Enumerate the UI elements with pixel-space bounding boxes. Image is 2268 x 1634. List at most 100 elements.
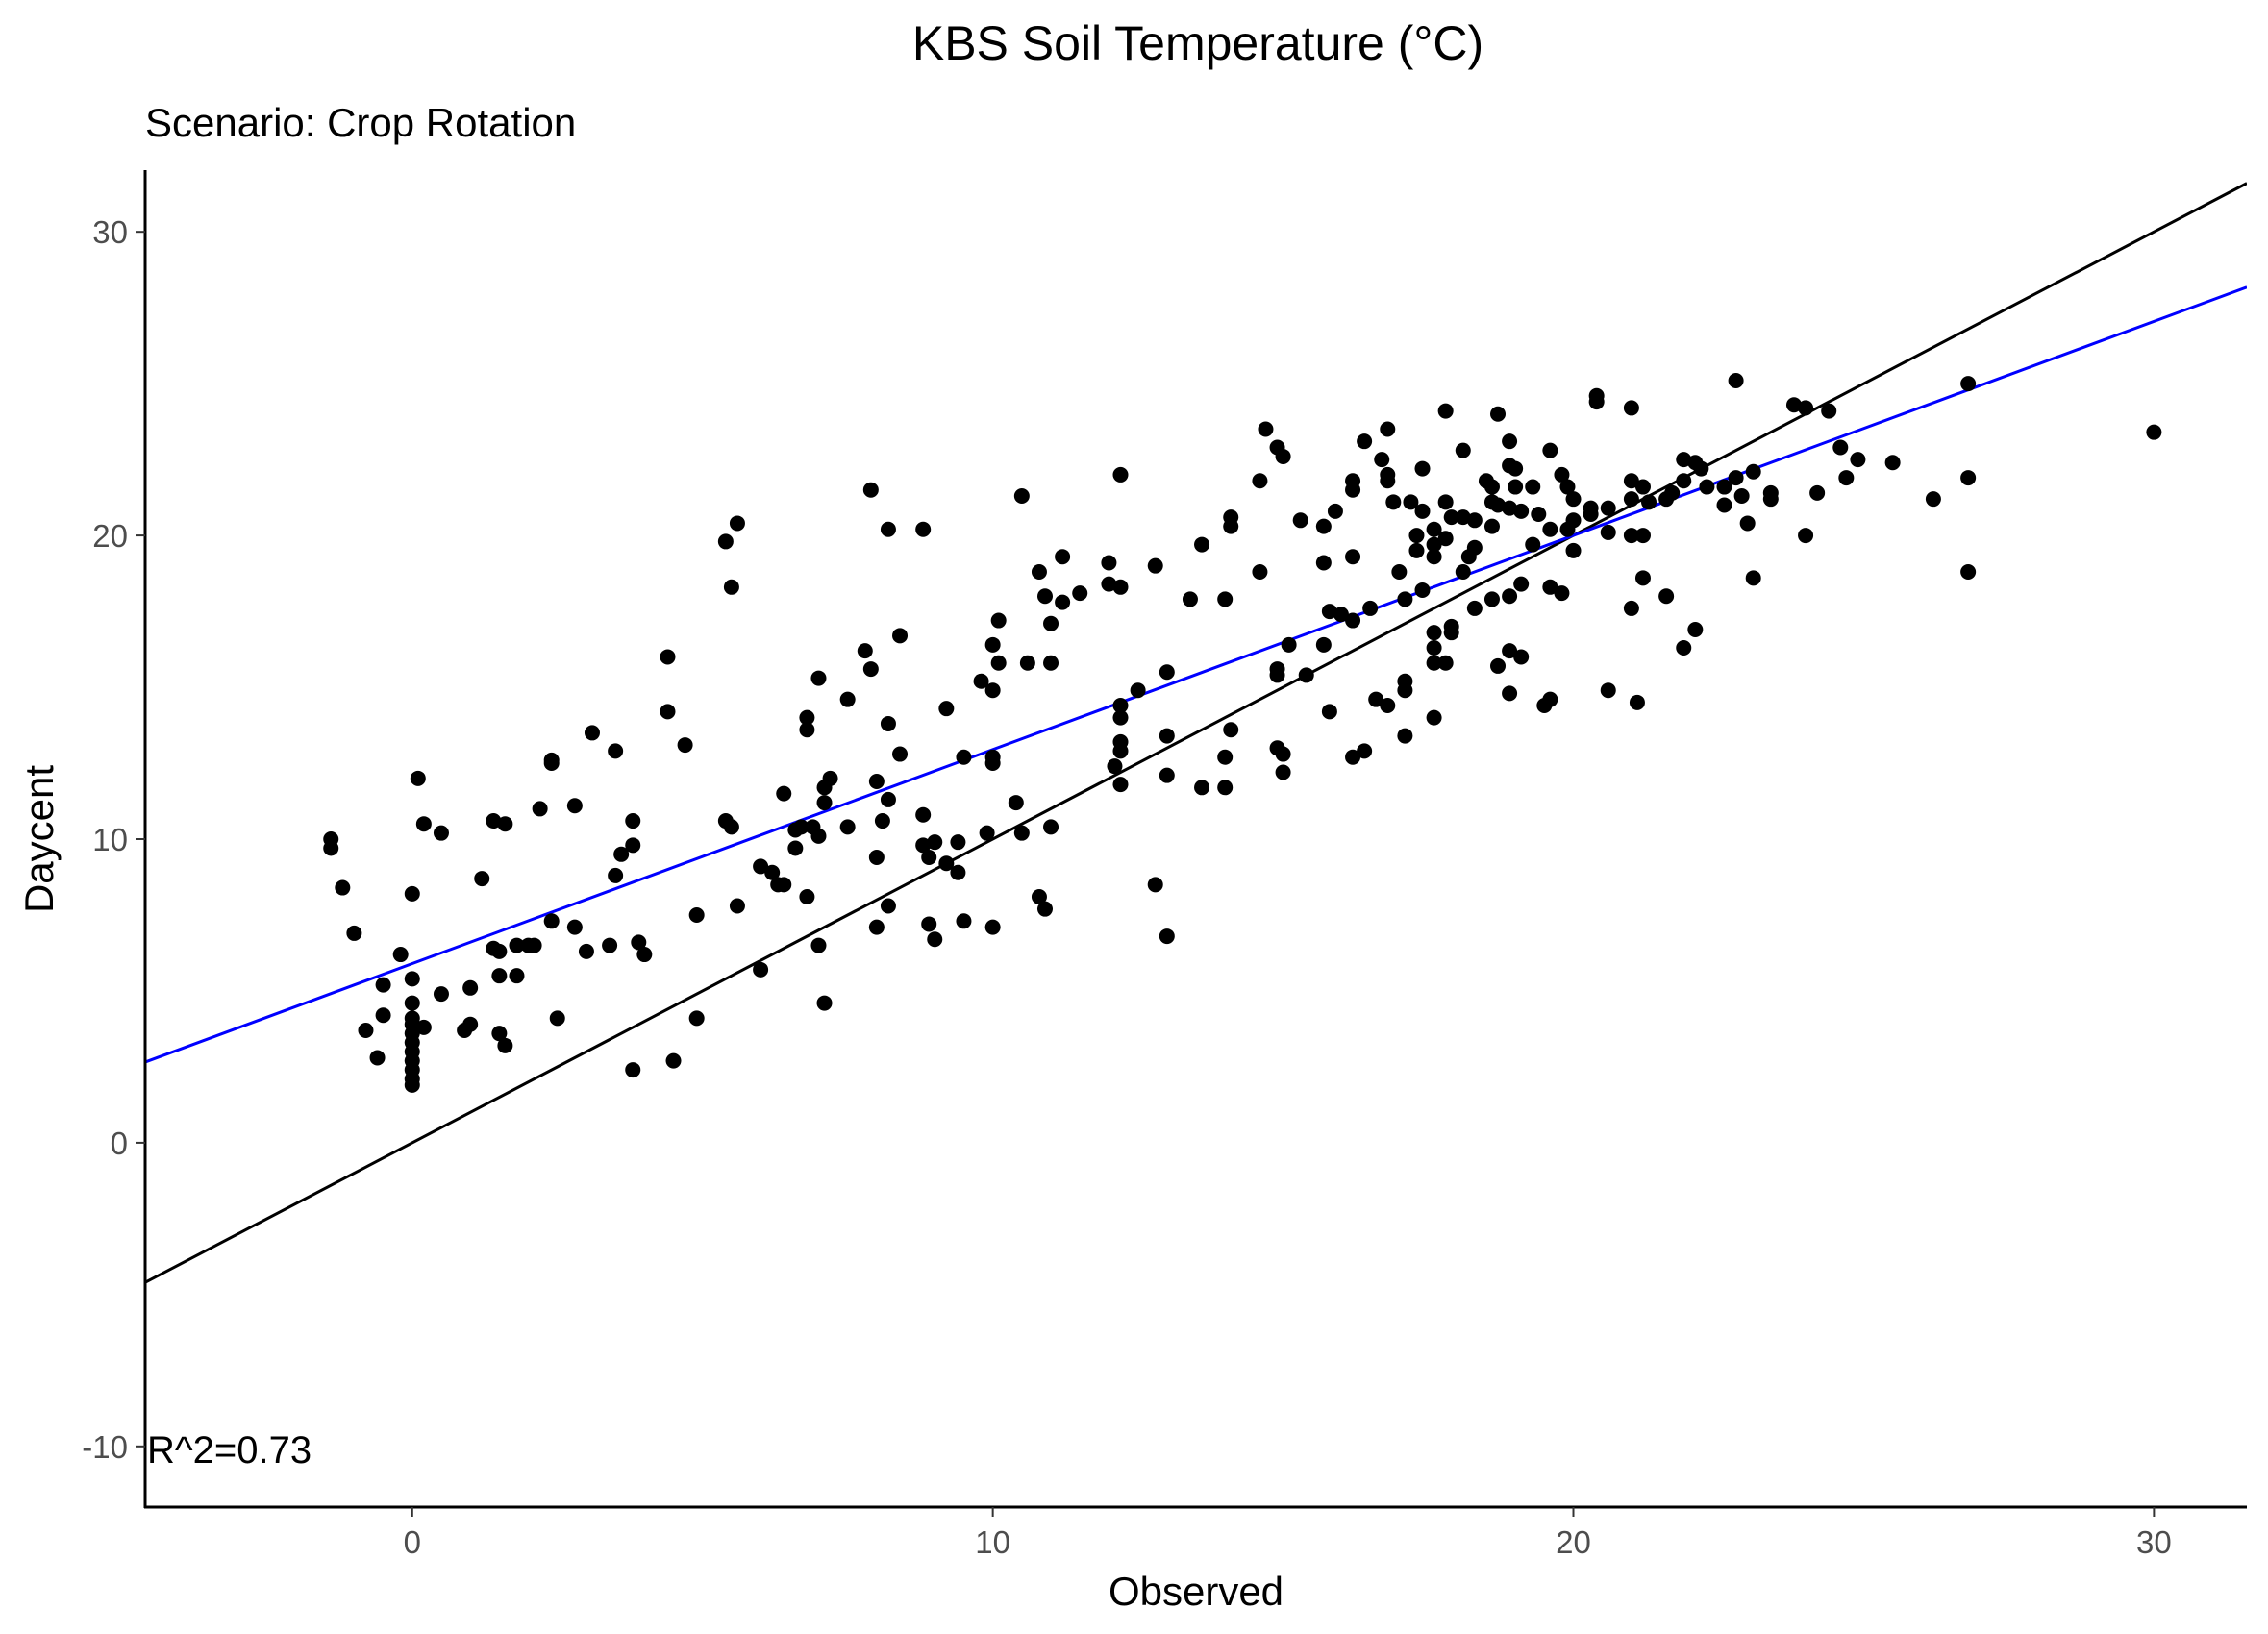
- data-point: [1554, 585, 1570, 602]
- data-point: [990, 612, 1007, 629]
- data-point: [1623, 400, 1639, 416]
- data-point: [1380, 421, 1396, 437]
- reference-lines: [146, 182, 2247, 1284]
- data-point: [1252, 473, 1268, 489]
- data-point: [1676, 473, 1692, 489]
- data-point: [323, 840, 339, 856]
- data-point: [1426, 536, 1442, 553]
- data-point: [1716, 497, 1732, 513]
- data-point: [602, 937, 618, 953]
- data-point: [927, 931, 943, 948]
- data-point: [1658, 588, 1675, 605]
- data-point: [1408, 528, 1425, 544]
- data-point: [1664, 484, 1681, 501]
- y-tick-label: 30: [92, 214, 128, 250]
- data-point: [608, 867, 624, 883]
- data-point: [1634, 479, 1651, 495]
- y-axis-label: Daycent: [16, 765, 62, 913]
- data-point: [1159, 767, 1175, 783]
- data-point: [497, 816, 513, 832]
- data-point: [415, 816, 432, 832]
- data-point: [1542, 579, 1558, 595]
- data-point: [1676, 452, 1692, 468]
- data-point: [1043, 819, 1059, 835]
- data-point: [1362, 600, 1379, 616]
- data-point: [1426, 639, 1442, 656]
- data-point: [1368, 691, 1384, 707]
- data-point: [921, 916, 937, 932]
- data-point: [1437, 494, 1454, 510]
- data-point: [764, 864, 781, 880]
- data-point: [1762, 491, 1779, 508]
- data-point: [613, 846, 630, 862]
- data-point: [927, 834, 943, 851]
- data-point: [1031, 889, 1047, 905]
- data-point: [410, 770, 426, 786]
- data-point: [1397, 682, 1413, 699]
- data-point: [1508, 479, 1524, 495]
- data-point: [1850, 452, 1866, 468]
- data-point: [1112, 698, 1129, 713]
- data-point: [1013, 825, 1030, 841]
- data-point: [1466, 512, 1483, 529]
- x-axis-label: Observed: [1109, 1569, 1284, 1614]
- data-point: [880, 791, 896, 807]
- data-point: [1159, 664, 1175, 681]
- data-point: [956, 913, 972, 929]
- regression-line: [146, 285, 2247, 1064]
- data-point: [868, 919, 885, 935]
- data-point: [1333, 607, 1349, 623]
- data-point: [1554, 466, 1570, 483]
- data-point: [608, 743, 624, 759]
- data-point: [1542, 442, 1558, 458]
- x-tick-label: 0: [404, 1524, 421, 1560]
- data-point: [1525, 536, 1541, 553]
- data-point: [799, 722, 815, 738]
- data-point: [1502, 433, 1518, 450]
- data-point: [862, 661, 879, 678]
- data-point: [1380, 698, 1396, 713]
- data-point: [375, 977, 391, 993]
- data-point: [1223, 518, 1239, 534]
- data-point: [1414, 582, 1431, 598]
- data-point: [1466, 539, 1483, 556]
- data-point: [1600, 524, 1616, 540]
- data-point: [921, 849, 937, 865]
- data-point: [1925, 491, 1941, 508]
- data-point: [1036, 901, 1053, 917]
- data-point: [984, 755, 1001, 772]
- data-point: [1728, 470, 1744, 486]
- data-point: [729, 515, 745, 532]
- data-point: [532, 801, 548, 817]
- data-point: [1374, 452, 1390, 468]
- data-point: [1502, 685, 1518, 702]
- r-squared-annotation: R^2=0.73: [147, 1429, 312, 1472]
- data-point: [1315, 518, 1332, 534]
- data-point: [1217, 780, 1234, 796]
- data-point: [1397, 728, 1413, 744]
- data-point: [1525, 479, 1541, 495]
- data-point: [1315, 555, 1332, 571]
- data-point: [1159, 928, 1175, 945]
- data-point: [1426, 549, 1442, 565]
- data-point: [1565, 491, 1582, 508]
- data-point: [1508, 460, 1524, 477]
- data-point: [1275, 746, 1291, 762]
- data-point: [543, 755, 560, 772]
- data-point: [526, 937, 542, 953]
- data-point: [1223, 722, 1239, 738]
- data-point: [543, 913, 560, 929]
- data-point: [1809, 484, 1826, 501]
- data-point: [1565, 512, 1582, 529]
- data-point: [753, 961, 769, 978]
- y-tick-label: 0: [111, 1126, 128, 1161]
- data-point: [938, 855, 955, 872]
- data-point: [491, 1026, 508, 1042]
- data-point: [1112, 579, 1129, 595]
- data-point: [1960, 564, 1977, 580]
- data-point: [625, 1062, 641, 1078]
- data-point: [1483, 479, 1500, 495]
- data-point: [1217, 591, 1234, 607]
- data-point: [799, 709, 815, 726]
- data-point: [1634, 570, 1651, 586]
